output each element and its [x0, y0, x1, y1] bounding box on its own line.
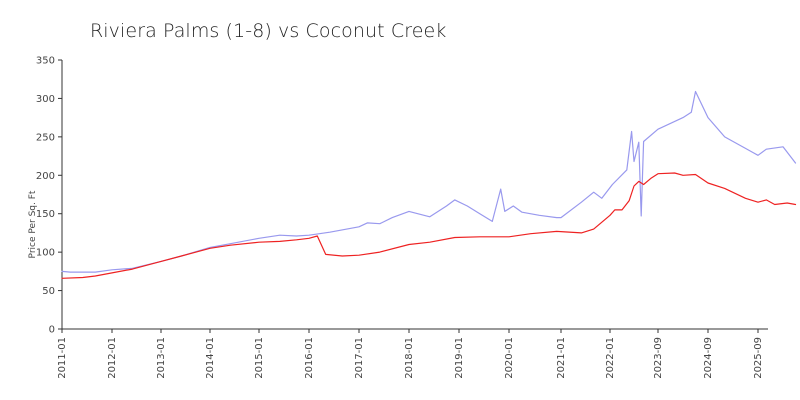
x-tick-label: 2012-01: [107, 337, 118, 379]
axes: 0 50 100 150 200 250 300 350 2011-01 2012-01 2013-…: [28, 56, 768, 379]
x-tick-label: 2017-01: [354, 337, 365, 379]
x-tick-label: 2011-01: [57, 337, 68, 379]
x-tick-label: 2015-01: [254, 337, 265, 379]
x-tick-label: 2020-01: [504, 337, 515, 379]
series-line-2: [61, 172, 797, 279]
x-tick-label: 2024-09: [703, 337, 714, 379]
y-tick-label: 350: [36, 56, 55, 67]
y-tick-label: 250: [36, 132, 55, 143]
x-tick-label: 2021-01: [556, 337, 567, 379]
series-line-1: [61, 90, 797, 273]
chart-title: Riviera Palms (1-8) vs Coconut Creek: [90, 20, 447, 42]
x-tick-label: 2013-01: [156, 337, 167, 379]
y-axis-title: Price Per Sq. Ft: [28, 190, 38, 258]
y-tick-label: 50: [42, 286, 55, 297]
x-tick-label: 2016-01: [304, 337, 315, 379]
y-tick-label: 100: [36, 248, 55, 259]
series-lines: [61, 90, 797, 279]
y-tick-label: 150: [36, 209, 55, 220]
x-tick-label: 2014-01: [205, 337, 216, 379]
x-tick-label: 2022-01: [605, 337, 616, 379]
x-tick-label: 2025-09: [753, 337, 764, 379]
x-tick-label: 2023-09: [653, 337, 664, 379]
y-tick-label: 200: [36, 171, 55, 182]
y-tick-label: 0: [49, 325, 55, 336]
y-tick-label: 300: [36, 94, 55, 105]
x-tick-label: 2019-01: [454, 337, 465, 379]
x-tick-label: 2018-01: [404, 337, 415, 379]
